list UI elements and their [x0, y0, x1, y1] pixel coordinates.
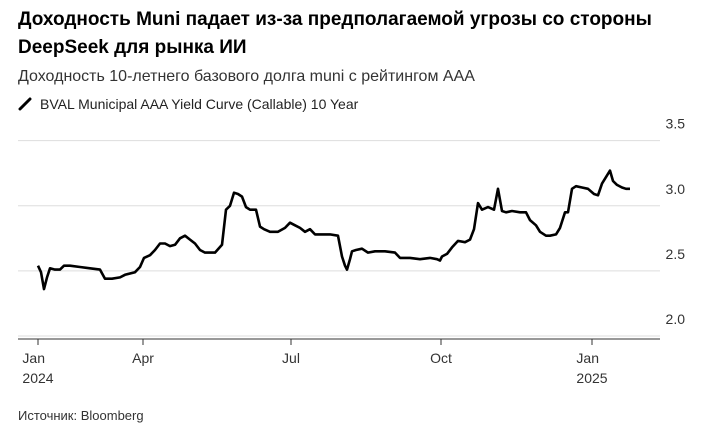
y-tick-label: 3.0 [666, 181, 686, 197]
source: Источник: Bloomberg [18, 408, 144, 423]
line-series [36, 169, 630, 291]
legend-icon [18, 97, 32, 111]
x-tick-label: Jul [282, 350, 300, 366]
x-tick-label: Jan 2025 [576, 350, 608, 386]
legend: BVAL Municipal AAA Yield Curve (Callable… [18, 96, 358, 112]
legend-label: BVAL Municipal AAA Yield Curve (Callable… [40, 96, 359, 112]
x-tick-label: Oct [430, 350, 452, 366]
chart-title: Доходность Muni падает из-за предполагае… [18, 9, 652, 58]
x-tick-label: Jan 2024 [22, 350, 54, 386]
y-tick-label: 2.5 [666, 246, 686, 262]
x-tick-label: Apr [132, 350, 154, 366]
y-tick-label: 3.5 [666, 116, 686, 132]
y-tick-label: 2.0 [666, 311, 686, 327]
chart-subtitle: Доходность 10-летнего базового долга mun… [18, 68, 475, 85]
